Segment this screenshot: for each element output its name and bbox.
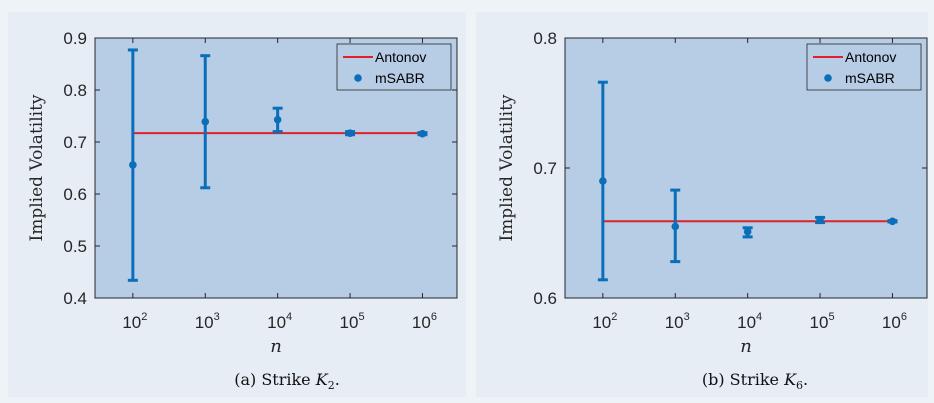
legend-swatch-marker [824,74,832,82]
legend-label: Antonov [375,49,426,65]
y-tick-label: 0.5 [63,237,87,256]
msabr-point [418,129,427,138]
legend-label: mSABR [375,70,425,86]
x-axis-label: n [740,336,752,357]
msabr-point [346,129,354,137]
msabr-point [273,115,282,124]
msabr-point [129,161,137,169]
y-axis-label: Implied Volatility [497,94,517,241]
chart-panel-a: 0.4 0.5 0.6 0.7 0.8 0.9 102 103 104 105 106 n Implie… [8,12,466,397]
legend-label: mSABR [845,70,895,86]
y-axis-label: Implied Volatility [27,94,47,241]
legend-swatch-marker [354,74,362,82]
x-tick-label: 103 [665,311,690,332]
subfigure-caption: (b) Strike K6. [702,370,808,392]
x-tick-label: 103 [195,311,220,332]
x-tick-label: 105 [340,311,365,332]
legend-box [336,43,452,91]
y-tick-label: 0.4 [63,289,87,308]
y-tick-label: 0.8 [533,29,557,48]
x-tick-label: 106 [412,311,437,332]
legend-box [806,43,922,91]
y-tick-label: 0.6 [533,289,557,308]
x-tick-label: 106 [882,311,907,332]
legend-label: Antonov [845,49,896,65]
msabr-point [816,216,824,224]
msabr-point [201,117,210,126]
msabr-point [671,222,680,231]
x-axis-label: n [270,336,282,357]
x-tick-label: 105 [810,311,835,332]
subfigure-caption: (a) Strike K2. [234,370,340,392]
y-tick-label: 0.6 [63,185,87,204]
y-tick-label: 0.9 [63,29,87,48]
x-tick-label: 104 [737,311,762,332]
x-tick-label: 102 [122,311,147,332]
chart-panel-b: 0.6 0.7 0.8 102 103 104 105 106 n Implied Volatil… [476,12,928,397]
msabr-point [888,217,897,226]
x-tick-label: 102 [592,311,617,332]
y-tick-label: 0.8 [63,81,87,100]
y-tick-label: 0.7 [63,133,87,152]
msabr-point [743,227,752,236]
y-tick-label: 0.7 [533,159,557,178]
msabr-point [599,177,607,185]
x-tick-label: 104 [267,311,292,332]
